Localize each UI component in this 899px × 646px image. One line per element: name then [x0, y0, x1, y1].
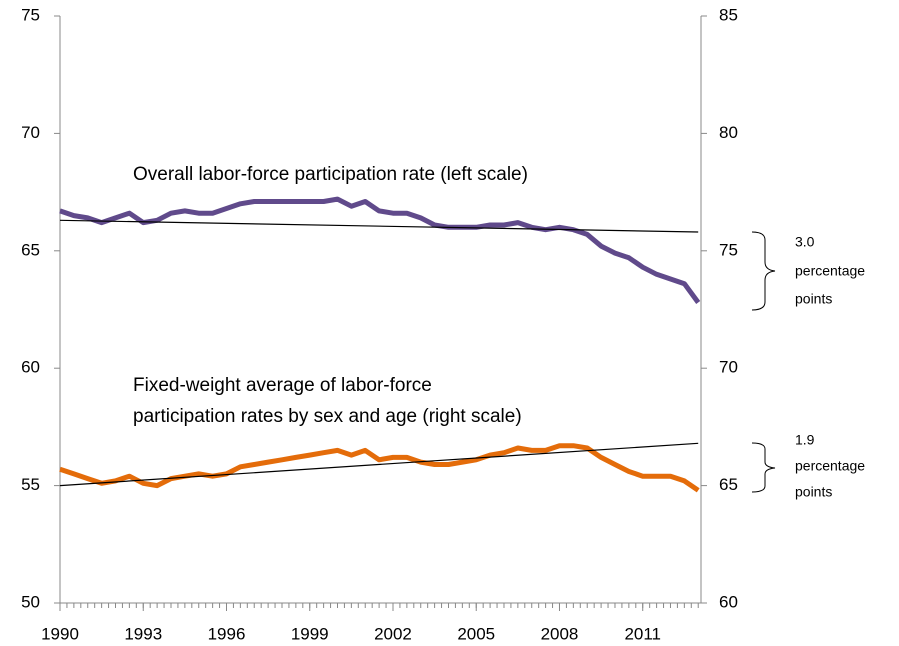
annotation: Overall labor-force participation rate (… [133, 164, 528, 185]
trend-line [59, 442, 699, 487]
y-tick-label: 50 [21, 592, 40, 611]
annotation: 1.9 [795, 432, 815, 448]
x-tick-label: 1996 [208, 624, 246, 643]
annotation: percentage [795, 458, 865, 474]
y-tick-label: 65 [21, 240, 40, 259]
y-tick-label: 60 [21, 358, 40, 377]
series-line [59, 196, 701, 304]
brace [751, 231, 776, 311]
series-line [59, 443, 700, 493]
y-tick-label: 75 [21, 5, 40, 24]
y2-tick-label: 65 [719, 475, 738, 494]
y2-tick-label: 85 [719, 5, 738, 24]
x-tick-label: 2005 [457, 624, 495, 643]
x-tick-label: 2011 [624, 624, 661, 643]
brace [751, 442, 776, 493]
x-tick-label: 2002 [374, 624, 412, 643]
x-tick-label: 1999 [291, 624, 329, 643]
x-tick-label: 2008 [541, 624, 579, 643]
y2-tick-label: 70 [719, 358, 738, 377]
x-tick-label: 1990 [41, 624, 79, 643]
annotation: Fixed-weight average of labor-force [133, 375, 432, 396]
annotation: 3.0 [795, 234, 815, 250]
x-tick-label: 1993 [124, 624, 162, 643]
y-tick-label: 55 [21, 475, 40, 494]
trend-line [59, 219, 699, 233]
y2-tick-label: 60 [719, 592, 738, 611]
y2-tick-label: 80 [719, 123, 738, 142]
annotation: points [795, 291, 832, 307]
annotation: points [795, 484, 832, 500]
annotation: percentage [795, 263, 865, 279]
y2-tick-label: 75 [719, 240, 738, 259]
annotation: participation rates by sex and age (righ… [133, 406, 522, 427]
y-tick-label: 70 [21, 123, 40, 142]
